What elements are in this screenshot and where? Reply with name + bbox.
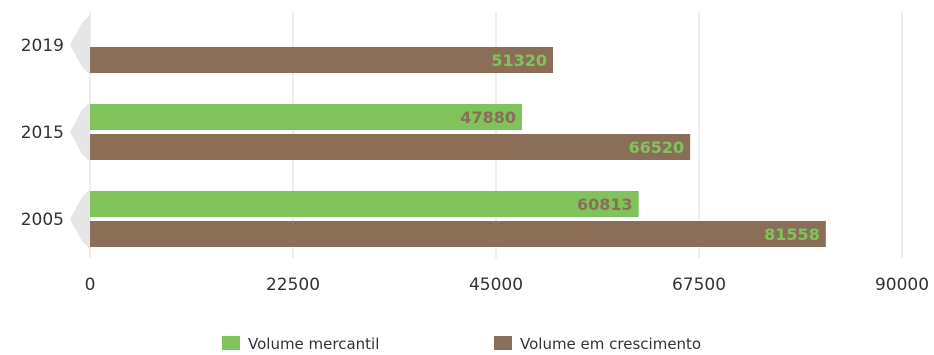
category-label-2005: 2005 [21,210,64,230]
bar-label-2005-series-1: 60813 [577,195,633,214]
category-labels: 2019 2015 2005 [21,36,64,230]
legend-label-2: Volume em crescimento [520,335,701,353]
bars [90,47,826,247]
category-tab-2019 [70,15,90,75]
category-label-2019: 2019 [21,36,64,56]
bar-value-labels: 51320 47880 66520 60813 81558 [460,51,820,244]
legend-swatch-2 [494,336,512,350]
x-tick-label-90000: 90000 [875,275,929,295]
x-tick-label-67500: 67500 [672,275,726,295]
bar-label-2005-series-2: 81558 [764,225,820,244]
legend-label-1: Volume mercantil [248,335,379,353]
bar-2015-series-2 [90,134,691,160]
bar-2019-series-2 [90,47,554,73]
legend-swatch-1 [222,336,240,350]
category-tab-2005 [70,189,90,249]
x-tick-label-45000: 45000 [469,275,523,295]
x-axis-tick-labels: 0 22500 45000 67500 90000 [85,275,929,295]
bar-2005-series-2 [90,221,826,247]
category-tab-2015 [70,102,90,162]
category-label-2015: 2015 [21,123,64,143]
bar-2005-series-1 [90,191,639,217]
legend: Volume mercantil Volume em crescimento [222,335,701,353]
bar-label-2015-series-2: 66520 [628,138,684,157]
x-tick-label-0: 0 [85,275,96,295]
category-tabs [70,15,90,249]
bar-2015-series-1 [90,104,522,130]
bar-label-2019-series-2: 51320 [491,51,547,70]
x-tick-label-22500: 22500 [266,275,320,295]
bar-label-2015-series-1: 47880 [460,108,516,127]
